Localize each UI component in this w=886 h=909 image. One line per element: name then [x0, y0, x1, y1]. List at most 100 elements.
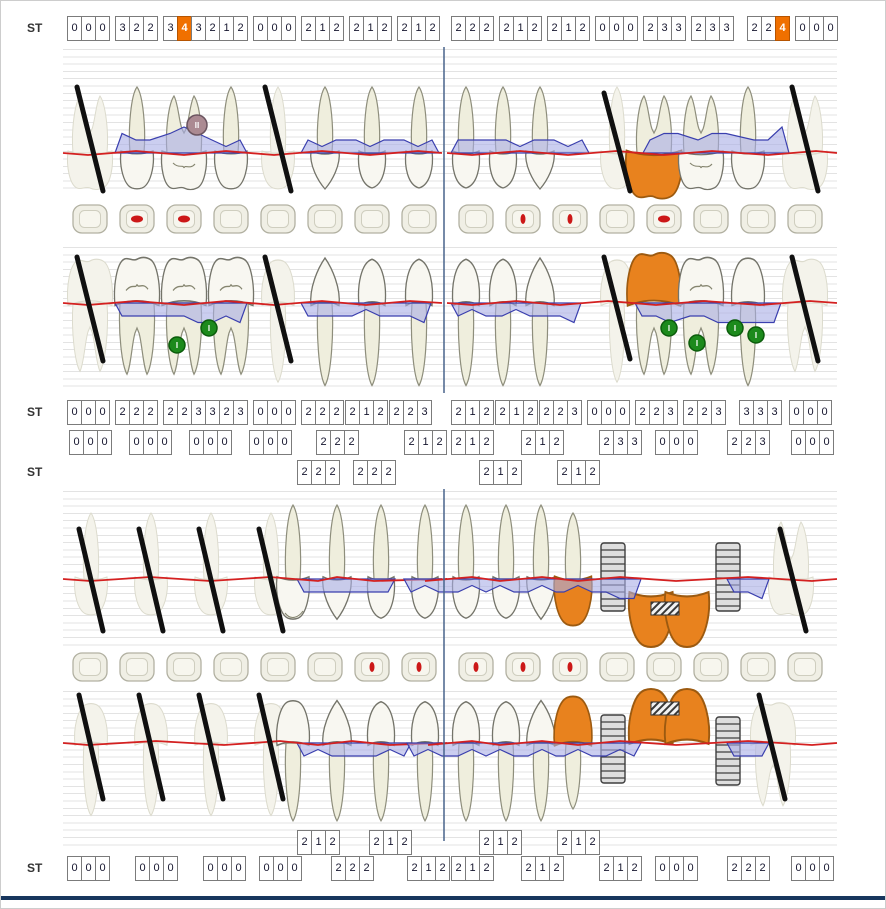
probing-depth-cell[interactable]: 2: [451, 430, 466, 455]
furcation-grade-1-marker[interactable]: I: [747, 326, 765, 344]
tooth[interactable]: [357, 86, 387, 189]
probing-depth-cell[interactable]: 2: [585, 460, 600, 485]
probing-depth-cell[interactable]: 2: [143, 16, 158, 41]
probing-depth-cell[interactable]: 0: [129, 430, 144, 455]
probing-depth-cell[interactable]: 2: [585, 830, 600, 855]
probing-depth-cell[interactable]: 2: [599, 856, 614, 881]
probing-depth-cell[interactable]: 2: [479, 400, 494, 425]
probing-depth-cell[interactable]: 2: [325, 830, 340, 855]
probing-depth-cell[interactable]: 3: [671, 16, 686, 41]
probing-depth-cell[interactable]: 1: [418, 430, 433, 455]
probing-depth-cell[interactable]: 2: [479, 830, 494, 855]
probing-depth-cell[interactable]: 3: [711, 400, 726, 425]
probing-depth-cell[interactable]: 1: [465, 856, 480, 881]
probing-depth-cell[interactable]: 0: [595, 16, 610, 41]
probing-depth-cell[interactable]: 1: [465, 400, 480, 425]
probing-depth-cell[interactable]: 2: [143, 400, 158, 425]
probing-depth-cell[interactable]: 2: [727, 430, 742, 455]
probing-depth-cell[interactable]: 0: [805, 856, 820, 881]
probing-depth-cell[interactable]: 3: [191, 400, 206, 425]
tooth[interactable]: [451, 86, 481, 189]
furcation-grade-2-marker[interactable]: II: [186, 114, 208, 136]
probing-depth-cell[interactable]: 2: [403, 400, 418, 425]
probing-depth-cell[interactable]: 2: [697, 400, 712, 425]
probing-depth-cell[interactable]: 3: [567, 400, 582, 425]
probing-depth-cell[interactable]: 2: [316, 430, 331, 455]
probing-depth-cell[interactable]: 0: [615, 400, 630, 425]
probing-depth-cell[interactable]: 1: [509, 400, 524, 425]
occlusal-tooth-view[interactable]: [787, 204, 823, 234]
probing-depth-cell[interactable]: 1: [315, 16, 330, 41]
probing-depth-cell[interactable]: 2: [527, 16, 542, 41]
probing-depth-cell[interactable]: 0: [149, 856, 164, 881]
probing-depth-cell[interactable]: 2: [479, 16, 494, 41]
occlusal-tooth-view[interactable]: [260, 652, 296, 682]
probing-depth-cell[interactable]: 0: [263, 430, 278, 455]
probing-depth-cell[interactable]: 2: [425, 16, 440, 41]
occlusal-tooth-view[interactable]: [166, 652, 202, 682]
probing-depth-cell[interactable]: 1: [465, 430, 480, 455]
furcation-grade-1-marker[interactable]: I: [200, 319, 218, 337]
probing-depth-cell[interactable]: 2: [627, 856, 642, 881]
probing-depth-cell[interactable]: 0: [601, 400, 616, 425]
probing-depth-cell[interactable]: 2: [643, 16, 658, 41]
tooth[interactable]: [488, 86, 518, 189]
probing-depth-cell[interactable]: 0: [809, 16, 824, 41]
probing-depth-cell[interactable]: 2: [301, 400, 316, 425]
probing-depth-cell[interactable]: 2: [129, 400, 144, 425]
probing-depth-cell[interactable]: 2: [599, 430, 614, 455]
probing-depth-cell[interactable]: 2: [381, 460, 396, 485]
probing-depth-cell[interactable]: 2: [549, 430, 564, 455]
tooth[interactable]: [525, 86, 555, 190]
occlusal-tooth-view[interactable]: [646, 652, 682, 682]
probing-depth-cell[interactable]: 0: [163, 856, 178, 881]
probing-depth-cell[interactable]: 2: [691, 16, 706, 41]
probing-depth-cell[interactable]: 1: [571, 830, 586, 855]
probing-depth-cell[interactable]: 1: [421, 856, 436, 881]
probing-depth-cell[interactable]: 2: [297, 460, 312, 485]
probing-depth-cell[interactable]: 0: [655, 856, 670, 881]
probing-depth-cell[interactable]: 0: [795, 16, 810, 41]
probing-depth-cell[interactable]: 2: [115, 400, 130, 425]
furcation-grade-1-marker[interactable]: I: [168, 336, 186, 354]
tooth[interactable]: [366, 504, 396, 619]
probing-depth-cell[interactable]: 2: [345, 856, 360, 881]
probing-depth-cell[interactable]: 0: [267, 400, 282, 425]
probing-depth-cell[interactable]: 0: [135, 856, 150, 881]
tooth[interactable]: [321, 699, 353, 822]
tooth[interactable]: [310, 86, 340, 190]
probing-depth-cell[interactable]: 1: [493, 830, 508, 855]
probing-depth-cell[interactable]: 2: [451, 856, 466, 881]
probing-depth-cell[interactable]: 0: [81, 16, 96, 41]
probing-depth-cell[interactable]: 3: [753, 400, 768, 425]
occlusal-tooth-view[interactable]: [740, 204, 776, 234]
probing-depth-cell[interactable]: 3: [163, 16, 178, 41]
probing-depth-cell[interactable]: 2: [369, 830, 384, 855]
probing-depth-cell[interactable]: 2: [755, 856, 770, 881]
furcation-grade-1-marker[interactable]: I: [726, 319, 744, 337]
probing-depth-cell[interactable]: 0: [143, 430, 158, 455]
probing-depth-cell[interactable]: 2: [521, 856, 536, 881]
occlusal-tooth-view[interactable]: [693, 652, 729, 682]
occlusal-tooth-view[interactable]: [787, 652, 823, 682]
probing-depth-cell[interactable]: 0: [69, 430, 84, 455]
tooth[interactable]: [275, 700, 311, 822]
probing-depth-cell[interactable]: 0: [281, 16, 296, 41]
probing-depth-cell[interactable]: 2: [499, 16, 514, 41]
probing-depth-cell[interactable]: 2: [349, 16, 364, 41]
probing-depth-cell[interactable]: 2: [344, 430, 359, 455]
probing-depth-cell[interactable]: 0: [623, 16, 638, 41]
probing-depth-cell[interactable]: 0: [789, 400, 804, 425]
probing-depth-cell[interactable]: 1: [561, 16, 576, 41]
probing-depth-cell[interactable]: 3: [191, 16, 206, 41]
probing-depth-cell[interactable]: 0: [683, 856, 698, 881]
probing-depth-cell[interactable]: 0: [249, 430, 264, 455]
tooth[interactable]: [275, 504, 311, 620]
probing-depth-cell[interactable]: 0: [203, 856, 218, 881]
probing-depth-cell[interactable]: 0: [217, 430, 232, 455]
bridge-double-crown[interactable]: [627, 688, 711, 745]
probing-depth-cell[interactable]: 1: [383, 830, 398, 855]
probing-depth-cell[interactable]: 0: [95, 400, 110, 425]
probing-depth-cell[interactable]: 3: [739, 400, 754, 425]
furcation-grade-1-marker[interactable]: I: [688, 334, 706, 352]
